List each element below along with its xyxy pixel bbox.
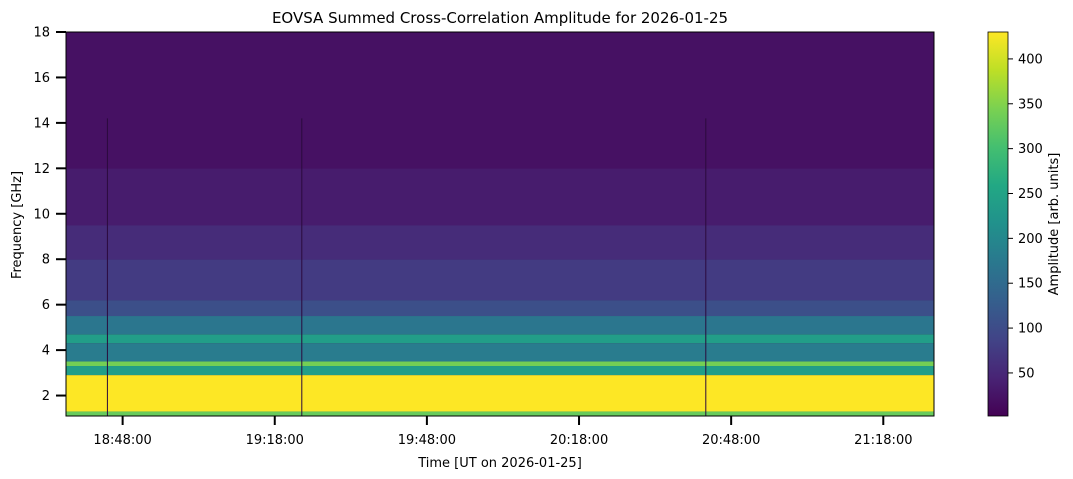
x-tick-label: 21:18:00 bbox=[854, 433, 912, 448]
colorbar-tick-label: 50 bbox=[1018, 366, 1035, 381]
frequency-band bbox=[66, 225, 934, 260]
frequency-band bbox=[66, 343, 934, 362]
frequency-band bbox=[66, 366, 934, 376]
y-tick-label: 4 bbox=[42, 344, 50, 359]
y-tick-label: 6 bbox=[42, 298, 50, 313]
colorbar-tick-label: 350 bbox=[1018, 97, 1043, 112]
frequency-band bbox=[66, 375, 934, 412]
plot-frame bbox=[65, 31, 935, 417]
y-tick-label: 18 bbox=[33, 26, 50, 41]
frequency-band bbox=[66, 334, 934, 344]
frequency-band bbox=[66, 300, 934, 317]
x-tick-label: 20:48:00 bbox=[702, 433, 760, 448]
colorbar-tick-label: 300 bbox=[1018, 142, 1043, 157]
colorbar bbox=[987, 31, 1009, 417]
colorbar-label: Amplitude [arb. units] bbox=[1047, 153, 1062, 296]
x-tick-label: 20:18:00 bbox=[550, 433, 608, 448]
frequency-band bbox=[66, 316, 934, 335]
x-tick-label: 19:18:00 bbox=[246, 433, 304, 448]
colorbar-tick-label: 100 bbox=[1018, 322, 1043, 337]
frequency-band bbox=[66, 361, 934, 367]
frequency-band bbox=[66, 32, 934, 169]
colorbar-axis: 50 100 150 200 250 300 350 400 bbox=[1008, 52, 1043, 381]
x-axis: 18:48:00 19:18:00 19:48:00 20:18:00 20:48:00… bbox=[93, 416, 912, 448]
plot-area bbox=[65, 31, 935, 417]
y-tick-label: 10 bbox=[33, 207, 50, 222]
frequency-band bbox=[66, 168, 934, 226]
y-tick-label: 2 bbox=[42, 389, 50, 404]
x-tick-label: 18:48:00 bbox=[93, 433, 151, 448]
y-axis: 2 4 6 8 10 12 14 16 18 bbox=[33, 26, 66, 404]
y-tick-label: 8 bbox=[42, 253, 50, 268]
y-axis-label: Frequency [GHz] bbox=[10, 171, 25, 279]
chart-title: EOVSA Summed Cross-Correlation Amplitude… bbox=[272, 9, 728, 27]
frequency-band bbox=[66, 259, 934, 301]
x-tick-label: 19:48:00 bbox=[398, 433, 456, 448]
colorbar-tick-label: 400 bbox=[1018, 52, 1043, 67]
colorbar-tick-label: 200 bbox=[1018, 232, 1043, 247]
colorbar-tick-label: 150 bbox=[1018, 277, 1043, 292]
y-tick-label: 16 bbox=[33, 71, 50, 86]
x-axis-label: Time [UT on 2026-01-25] bbox=[417, 456, 582, 471]
y-tick-label: 12 bbox=[33, 162, 50, 177]
frequency-band bbox=[66, 411, 934, 416]
colorbar-tick-label: 250 bbox=[1018, 187, 1043, 202]
y-tick-label: 14 bbox=[33, 116, 50, 131]
